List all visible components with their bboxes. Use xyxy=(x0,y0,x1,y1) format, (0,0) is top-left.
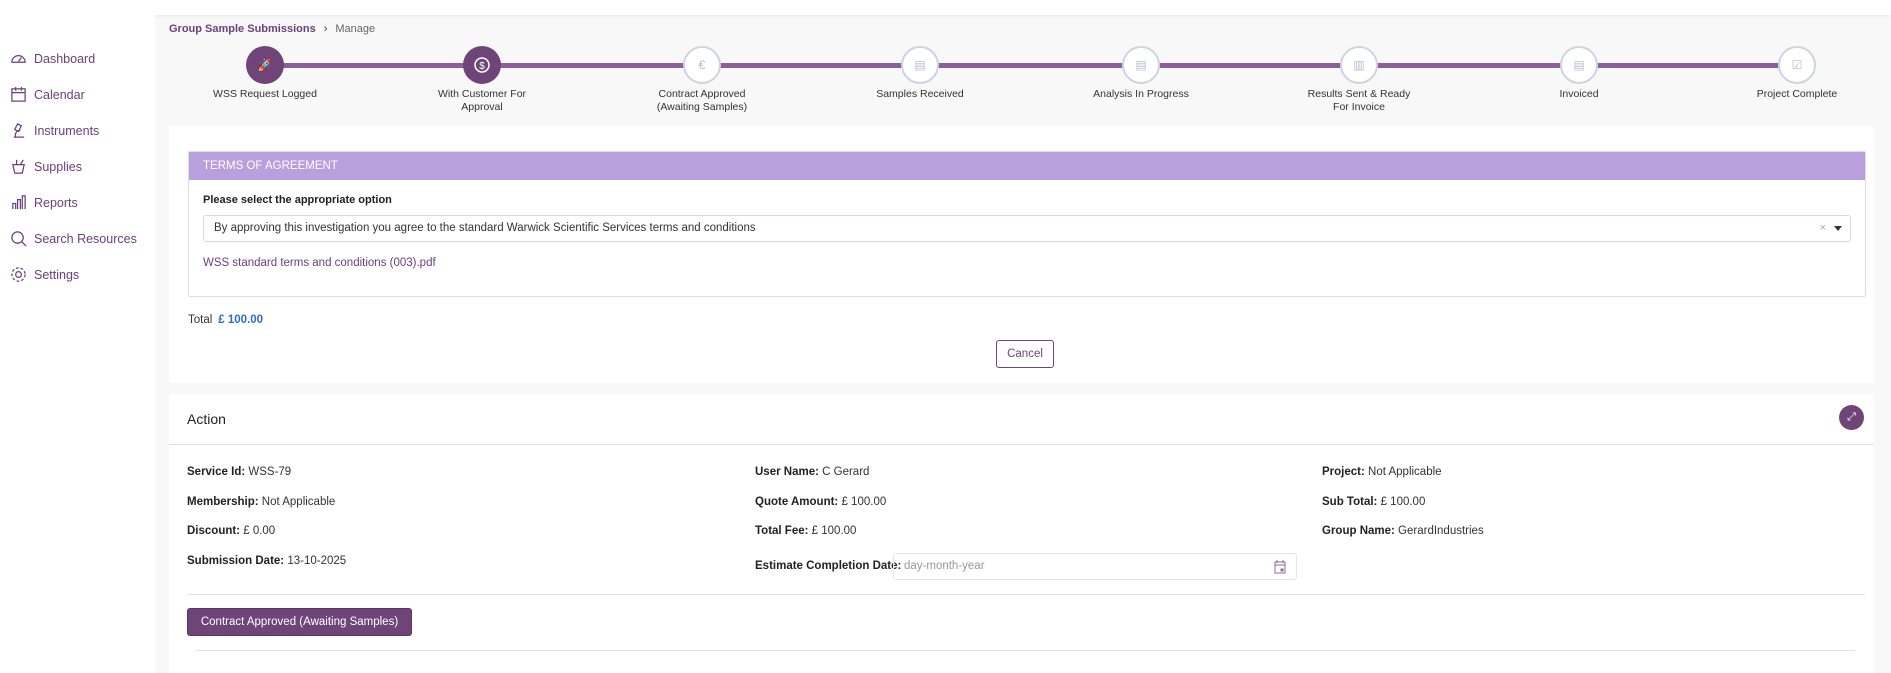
step-label: Samples Received xyxy=(876,88,964,100)
terms-header: TERMS OF AGREEMENT xyxy=(189,152,1865,180)
terms-select[interactable]: By approving this investigation you agre… xyxy=(203,215,1851,242)
calendar-icon xyxy=(11,86,26,102)
divider xyxy=(195,650,1855,651)
expand-icon[interactable]: ⤢ xyxy=(1839,405,1864,430)
search-icon xyxy=(11,231,27,247)
step-5-document-check-icon: ▤ xyxy=(1122,46,1160,84)
step-label: Invoiced xyxy=(1559,88,1599,100)
calendar-icon[interactable] xyxy=(1274,560,1286,574)
dashboard-icon xyxy=(11,55,26,63)
divider xyxy=(187,594,1865,595)
total-fee-field: Total Fee: £ 100.00 xyxy=(755,525,857,537)
discount-field: Discount: £ 0.00 xyxy=(187,525,276,537)
breadcrumb: Group Sample Submissions › Manage xyxy=(169,23,375,35)
sidebar-item-reports[interactable]: Reports xyxy=(10,194,78,211)
membership-field: Membership: Not Applicable xyxy=(187,496,336,508)
breadcrumb-current: Manage xyxy=(335,23,376,35)
step-7-invoice-icon: ▤ xyxy=(1560,46,1598,84)
divider xyxy=(169,444,1874,445)
gear-icon xyxy=(11,267,26,282)
terms-prompt: Please select the appropriate option xyxy=(203,194,392,206)
step-label: With Customer For Approval xyxy=(437,88,527,113)
sidebar-item-instruments[interactable]: Instruments xyxy=(10,122,99,139)
submission-date-field: Submission Date: 13-10-2025 xyxy=(187,555,347,567)
step-label: Analysis In Progress xyxy=(1093,88,1189,100)
terms-pdf-link[interactable]: WSS standard terms and conditions (003).… xyxy=(203,257,436,269)
total-label: Total xyxy=(188,314,213,326)
terms-selected-option: By approving this investigation you agre… xyxy=(214,222,756,234)
step-label: Contract Approved (Awaiting Samples) xyxy=(656,88,748,113)
microscope-icon xyxy=(13,123,25,138)
terms-card: TERMS OF AGREEMENT Please select the app… xyxy=(169,126,1874,383)
step-8-checklist-icon: ☑ xyxy=(1778,46,1816,84)
project-field: Project: Not Applicable xyxy=(1322,466,1442,478)
group-name-field: Group Name: GerardIndustries xyxy=(1322,525,1484,537)
step-label: WSS Request Logged xyxy=(213,88,317,100)
user-name-field: User Name: C Gerard xyxy=(755,466,870,478)
sidebar: Dashboard Calendar Instruments Supplies … xyxy=(0,15,155,673)
estimate-completion-label: Estimate Completion Date: xyxy=(755,560,902,572)
sidebar-item-calendar[interactable]: Calendar xyxy=(10,86,85,103)
sidebar-item-search-resources[interactable]: Search Resources xyxy=(10,230,137,247)
step-6-receipt-icon: ▥ xyxy=(1340,46,1378,84)
action-title: Action xyxy=(187,411,226,427)
quote-amount-field: Quote Amount: £ 100.00 xyxy=(755,496,887,508)
sidebar-item-supplies[interactable]: Supplies xyxy=(10,158,82,175)
step-3-euro-icon: € xyxy=(683,46,721,84)
step-label: Project Complete xyxy=(1756,88,1838,100)
step-2-dollar-icon: $ xyxy=(463,46,501,84)
estimate-completion-date-input[interactable]: day-month-year xyxy=(893,553,1297,580)
bar-chart-icon xyxy=(12,195,26,210)
step-label: Results Sent & Ready For Invoice xyxy=(1307,88,1411,113)
breadcrumb-parent-link[interactable]: Group Sample Submissions xyxy=(169,23,316,35)
top-bar xyxy=(0,0,1891,15)
svg-text:$: $ xyxy=(479,61,485,72)
total: Total £ 100.00 xyxy=(188,314,263,326)
step-1-rocket-icon: 🚀 xyxy=(246,46,284,84)
cancel-button[interactable]: Cancel xyxy=(996,340,1054,368)
contract-approved-button[interactable]: Contract Approved (Awaiting Samples) xyxy=(187,608,412,636)
chevron-right-icon: › xyxy=(323,23,328,35)
terms-of-agreement-panel: TERMS OF AGREEMENT Please select the app… xyxy=(188,151,1866,297)
total-value: £ 100.00 xyxy=(218,314,264,326)
clear-icon[interactable]: × xyxy=(1819,222,1826,234)
sub-total-field: Sub Total: £ 100.00 xyxy=(1322,496,1426,508)
sidebar-item-settings[interactable]: Settings xyxy=(10,266,79,283)
step-4-document-icon: ▤ xyxy=(901,46,939,84)
stepper-line xyxy=(265,63,1797,68)
action-card: Action ⤢ Service Id: WSS-79 Membership: … xyxy=(169,394,1874,673)
caret-down-icon[interactable] xyxy=(1834,226,1842,231)
sidebar-item-dashboard[interactable]: Dashboard xyxy=(10,50,95,67)
service-id-field: Service Id: WSS-79 xyxy=(187,466,292,478)
flask-icon xyxy=(12,159,25,174)
